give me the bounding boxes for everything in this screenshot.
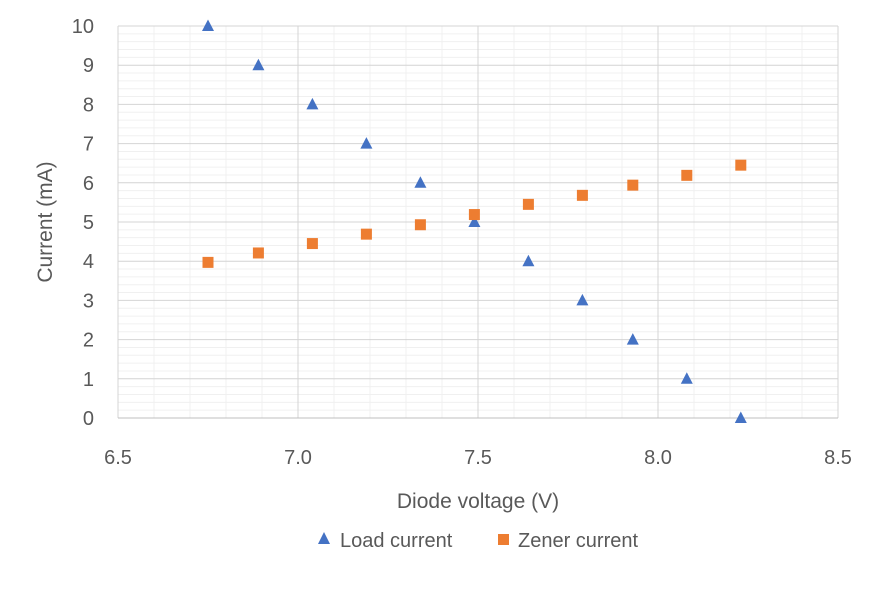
data-point-square bbox=[360, 228, 372, 240]
y-tick-label: 8 bbox=[83, 94, 94, 116]
data-point-triangle bbox=[252, 58, 265, 71]
y-tick-label: 4 bbox=[83, 251, 94, 273]
y-tick-label: 2 bbox=[83, 330, 94, 352]
x-tick-label: 7.0 bbox=[284, 447, 312, 469]
data-point-triangle bbox=[576, 293, 589, 306]
y-tick-label: 6 bbox=[83, 173, 94, 195]
data-point-triangle bbox=[360, 137, 373, 149]
data-point-square bbox=[252, 247, 264, 259]
data-point-triangle bbox=[202, 19, 214, 31]
legend-square-marker bbox=[498, 534, 509, 545]
legend-label-zener-current: Zener current bbox=[518, 530, 638, 552]
data-point-square bbox=[576, 189, 588, 201]
y-tick-labels: 0 1 2 3 4 5 6 7 8 9 10 bbox=[72, 16, 94, 430]
x-tick-label: 6.5 bbox=[104, 447, 132, 469]
data-point-square bbox=[681, 169, 693, 181]
x-tick-label: 8.5 bbox=[824, 447, 852, 469]
y-tick-label: 0 bbox=[83, 408, 94, 430]
x-tick-label: 7.5 bbox=[464, 447, 492, 469]
legend: Load current Zener current bbox=[318, 530, 638, 552]
data-point-triangle bbox=[680, 372, 693, 384]
data-point-square bbox=[202, 256, 214, 268]
data-point-triangle bbox=[414, 176, 427, 188]
data-point-square bbox=[414, 219, 426, 231]
y-tick-label: 9 bbox=[83, 55, 94, 77]
y-tick-label: 5 bbox=[83, 212, 94, 234]
legend-label-load-current: Load current bbox=[340, 530, 453, 552]
x-tick-label: 8.0 bbox=[644, 447, 672, 469]
data-point-square bbox=[735, 159, 747, 171]
series-zener-current bbox=[202, 159, 747, 268]
x-tick-labels: 6.5 7.0 7.5 8.0 8.5 bbox=[104, 447, 852, 469]
x-axis-title: Diode voltage (V) bbox=[397, 490, 559, 513]
y-axis-title: Current (mA) bbox=[34, 161, 57, 282]
data-point-triangle bbox=[522, 254, 535, 267]
data-point-square bbox=[306, 238, 318, 250]
data-point-triangle bbox=[734, 411, 747, 423]
data-point-triangle bbox=[626, 333, 639, 345]
data-point-square bbox=[627, 179, 639, 191]
y-tick-label: 7 bbox=[83, 134, 94, 156]
data-point-triangle bbox=[468, 215, 481, 227]
data-series bbox=[202, 19, 747, 423]
data-point-triangle bbox=[306, 97, 319, 110]
y-tick-label: 1 bbox=[83, 369, 94, 391]
y-tick-label: 3 bbox=[83, 290, 94, 312]
y-tick-label: 10 bbox=[72, 16, 94, 38]
series-load-current bbox=[202, 19, 747, 423]
legend-triangle-marker bbox=[318, 532, 330, 544]
data-point-square bbox=[522, 198, 534, 210]
data-point-square bbox=[468, 209, 480, 221]
